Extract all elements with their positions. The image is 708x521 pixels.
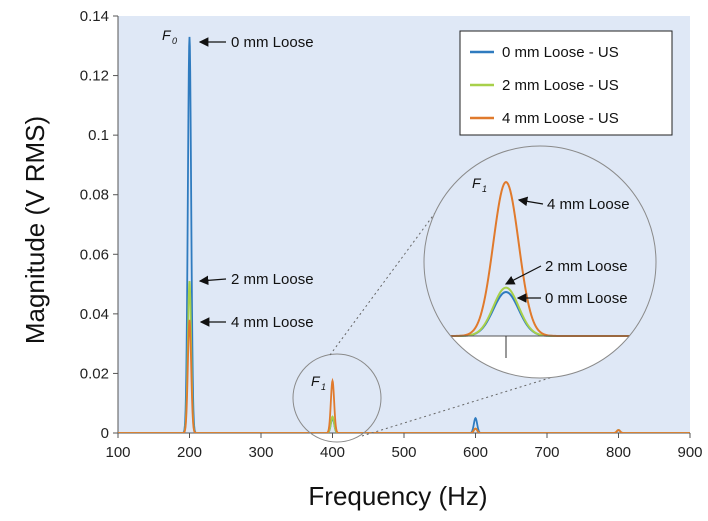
annotation-2mm-label: 2 mm Loose: [231, 271, 314, 288]
inset-annotation-2mm: 2 mm Loose: [504, 258, 628, 285]
inset-annotation-4mm-label: 4 mm Loose: [547, 196, 630, 213]
y-tick-label: 0.14: [80, 8, 109, 25]
legend-label: 0 mm Loose - US: [502, 44, 619, 61]
y-tick-label: 0: [101, 425, 109, 442]
annotation-4mm: 4 mm Loose: [199, 314, 314, 331]
annotation-0mm-label: 0 mm Loose: [231, 34, 314, 51]
x-tick-label: 100: [105, 444, 130, 461]
y-tick-label: 0.08: [80, 187, 109, 204]
x-tick-group: 100 200 300 400 500 600 700 800 900: [105, 433, 703, 461]
annotation-4mm-label: 4 mm Loose: [231, 314, 314, 331]
f0-label: F 0: [162, 27, 177, 46]
f1-symbol: F: [311, 373, 321, 389]
inset-annotation-0mm: 0 mm Loose: [516, 290, 628, 307]
y-tick-label: 0.06: [80, 246, 109, 263]
x-tick-label: 800: [606, 444, 631, 461]
x-axis-title: Frequency (Hz): [308, 481, 487, 511]
x-tick-label: 400: [320, 444, 345, 461]
annotation-2mm: 2 mm Loose: [198, 271, 314, 288]
f1-label: F 1: [311, 373, 326, 392]
x-tick-label: 700: [534, 444, 559, 461]
inset-zoom: [423, 145, 657, 379]
legend: 0 mm Loose - US 2 mm Loose - US 4 mm Loose…: [459, 30, 673, 136]
inset-f1-symbol: F: [472, 175, 482, 191]
y-tick-label: 0.1: [88, 127, 109, 144]
inset-annotation-4mm: 4 mm Loose: [517, 196, 630, 213]
y-tick-group: 0 0.02 0.04 0.06 0.08 0.1 0.12 0.14: [80, 8, 118, 442]
x-tick-label: 600: [463, 444, 488, 461]
inset-annotation-2mm-label: 2 mm Loose: [545, 258, 628, 275]
y-tick-label: 0.02: [80, 365, 109, 382]
y-tick-label: 0.04: [80, 306, 109, 323]
x-tick-label: 300: [248, 444, 273, 461]
inset-f1-label: F 1: [472, 175, 487, 194]
x-tick-label: 900: [677, 444, 702, 461]
y-tick-label: 0.12: [80, 68, 109, 85]
zoom-region-circle: [292, 353, 382, 443]
inset-annotation-0mm-label: 0 mm Loose: [545, 290, 628, 307]
x-tick-label: 500: [391, 444, 416, 461]
legend-label: 4 mm Loose - US: [502, 110, 619, 127]
f1-subscript: 1: [321, 382, 326, 392]
x-tick-label: 200: [177, 444, 202, 461]
legend-label: 2 mm Loose - US: [502, 77, 619, 94]
f0-symbol: F: [162, 27, 172, 43]
inset-f1-subscript: 1: [482, 184, 487, 194]
zoom-connector-lines: [329, 189, 557, 437]
y-axis-title: Magnitude (V RMS): [20, 116, 50, 344]
annotation-0mm: 0 mm Loose: [198, 34, 314, 51]
f0-subscript: 0: [172, 36, 177, 46]
